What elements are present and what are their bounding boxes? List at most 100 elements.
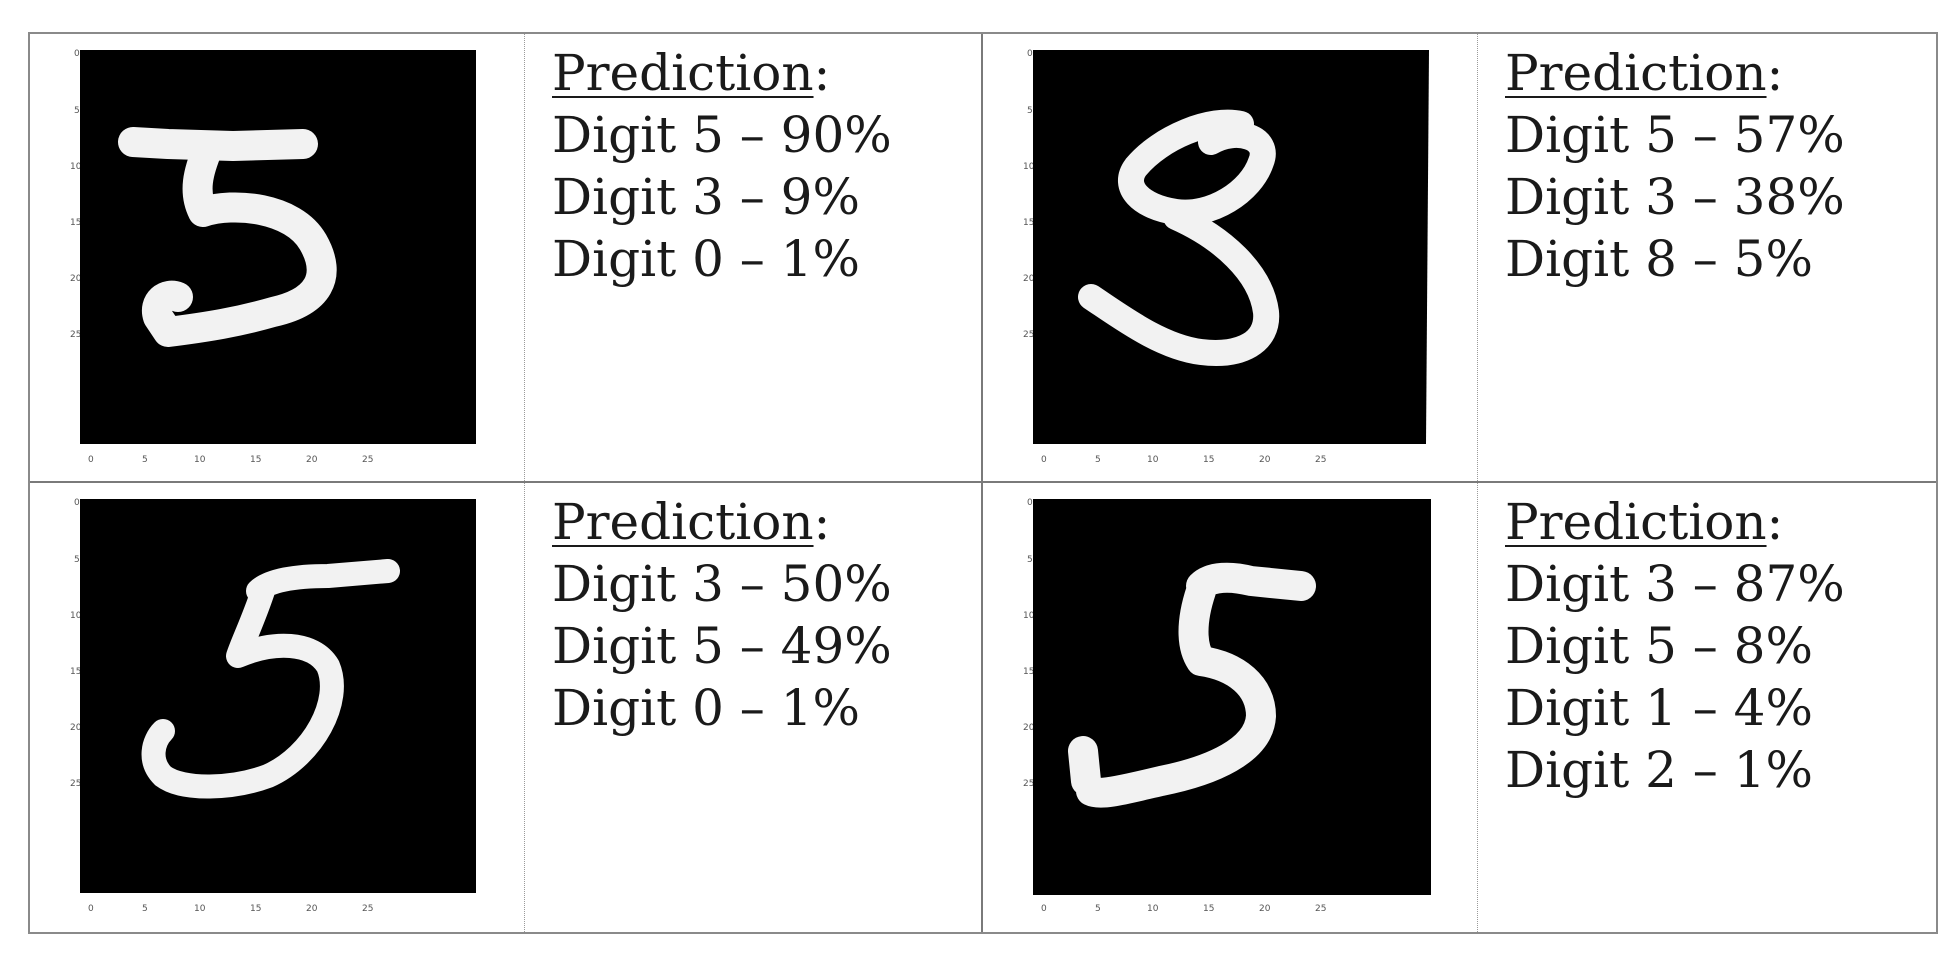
digit-image-background (80, 50, 476, 444)
x-tick-label: 5 (1095, 455, 1101, 465)
y-tick-label: 10 (70, 162, 82, 172)
x-tick-label: 25 (362, 455, 373, 465)
panel-divider (1477, 483, 1478, 932)
x-tick-label: 15 (250, 904, 261, 914)
prediction-line: Digit 8 – 5% (1505, 230, 1813, 288)
prediction-line: Digit 2 – 1% (1505, 741, 1813, 799)
x-tick-label: 20 (306, 455, 318, 465)
prediction-line: Digit 5 – 90% (552, 106, 892, 164)
y-tick-label: 0 (74, 498, 80, 508)
y-tick-label: 25 (1023, 330, 1034, 340)
prediction-heading: Prediction: (1505, 42, 1845, 104)
prediction-heading: Prediction: (552, 42, 892, 104)
prediction-panel-1: 0 5 10 15 20 25 0 5 10 15 20 25 Predicti… (30, 34, 983, 483)
y-tick-label: 15 (1023, 218, 1034, 228)
prediction-line: Digit 3 – 38% (1505, 168, 1845, 226)
x-tick-label: 5 (142, 904, 148, 914)
digit-image-svg: 0 5 10 15 20 25 0 5 10 15 20 25 (70, 498, 476, 914)
prediction-text: Prediction: Digit 5 – 90% Digit 3 – 9% D… (552, 42, 892, 290)
prediction-title: Prediction (1505, 493, 1767, 551)
x-tick-label: 0 (1041, 904, 1047, 914)
x-tick-label: 5 (1095, 904, 1101, 914)
prediction-heading: Prediction: (552, 491, 892, 553)
prediction-line: Digit 3 – 50% (552, 555, 892, 613)
x-tick-label: 10 (1147, 904, 1159, 914)
digit-image-plot: 0 5 10 15 20 25 0 5 10 15 20 25 (58, 42, 498, 472)
y-tick-label: 20 (70, 274, 82, 284)
digit-image-svg: 0 5 10 15 20 25 0 5 10 15 20 25 (1023, 498, 1431, 914)
prediction-line: Digit 3 – 9% (552, 168, 860, 226)
x-tick-label: 15 (1203, 455, 1214, 465)
prediction-colon: : (813, 44, 831, 102)
y-tick-label: 5 (74, 555, 80, 565)
x-tick-label: 25 (1315, 455, 1326, 465)
x-tick-label: 25 (362, 904, 373, 914)
y-tick-label: 5 (74, 106, 80, 116)
panel-divider (1477, 34, 1478, 481)
x-tick-label: 20 (1259, 904, 1271, 914)
handwritten-digit-stroke (1068, 562, 1316, 808)
digit-image-plot: 0 5 10 15 20 25 0 5 10 15 20 25 (1011, 42, 1451, 472)
y-tick-label: 20 (70, 723, 82, 733)
panel-divider (524, 483, 525, 932)
prediction-text: Prediction: Digit 3 – 50% Digit 5 – 49% … (552, 491, 892, 739)
x-tick-label: 0 (1041, 455, 1047, 465)
y-tick-label: 20 (1023, 274, 1035, 284)
handwritten-digit-stroke (1078, 109, 1280, 366)
x-tick-label: 10 (1147, 455, 1159, 465)
x-tick-label: 15 (1203, 904, 1214, 914)
y-tick-label: 25 (70, 330, 81, 340)
digit-image-svg: 0 5 10 15 20 25 0 5 10 15 20 25 (70, 49, 476, 465)
digit-image-background (1033, 499, 1431, 895)
y-tick-label: 15 (70, 667, 81, 677)
prediction-grid: 0 5 10 15 20 25 0 5 10 15 20 25 Predicti… (28, 32, 1938, 934)
y-tick-label: 10 (1023, 611, 1035, 621)
x-tick-label: 20 (306, 904, 318, 914)
prediction-line: Digit 0 – 1% (552, 679, 860, 737)
x-tick-label: 20 (1259, 455, 1271, 465)
prediction-line: Digit 5 – 8% (1505, 617, 1813, 675)
x-tick-label: 15 (250, 455, 261, 465)
prediction-colon: : (813, 493, 831, 551)
y-tick-label: 25 (70, 779, 81, 789)
digit-image-plot: 0 5 10 15 20 25 0 5 10 15 20 25 (58, 491, 498, 921)
y-tick-label: 15 (70, 218, 81, 228)
y-tick-label: 10 (1023, 162, 1035, 172)
y-tick-label: 5 (1027, 555, 1033, 565)
prediction-colon: : (1766, 493, 1784, 551)
x-tick-label: 0 (88, 455, 94, 465)
y-tick-label: 20 (1023, 723, 1035, 733)
panel-divider (524, 34, 525, 481)
y-tick-label: 0 (1027, 49, 1033, 59)
prediction-colon: : (1766, 44, 1784, 102)
digit-image-background (80, 499, 476, 893)
y-tick-label: 0 (74, 49, 80, 59)
digit-image-plot: 0 5 10 15 20 25 0 5 10 15 20 25 (1011, 491, 1451, 921)
handwritten-digit-stroke (141, 559, 400, 799)
y-tick-label: 5 (1027, 106, 1033, 116)
prediction-text: Prediction: Digit 5 – 57% Digit 3 – 38% … (1505, 42, 1845, 290)
x-tick-label: 25 (1315, 904, 1326, 914)
prediction-heading: Prediction: (1505, 491, 1845, 553)
prediction-panel-2: 0 5 10 15 20 25 0 5 10 15 20 25 Predicti… (983, 34, 1936, 483)
x-tick-label: 10 (194, 455, 206, 465)
prediction-panel-4: 0 5 10 15 20 25 0 5 10 15 20 25 Predicti… (983, 483, 1936, 932)
prediction-line: Digit 5 – 49% (552, 617, 892, 675)
x-tick-label: 0 (88, 904, 94, 914)
prediction-line: Digit 0 – 1% (552, 230, 860, 288)
prediction-title: Prediction (1505, 44, 1767, 102)
y-tick-label: 25 (1023, 779, 1034, 789)
prediction-line: Digit 1 – 4% (1505, 679, 1813, 737)
prediction-title: Prediction (552, 493, 814, 551)
handwritten-digit-stroke (118, 127, 337, 347)
prediction-title: Prediction (552, 44, 814, 102)
digit-image-svg: 0 5 10 15 20 25 0 5 10 15 20 25 (1023, 49, 1429, 465)
y-tick-label: 15 (1023, 667, 1034, 677)
y-tick-label: 10 (70, 611, 82, 621)
prediction-panel-3: 0 5 10 15 20 25 0 5 10 15 20 25 Predicti… (30, 483, 983, 932)
x-tick-label: 5 (142, 455, 148, 465)
x-tick-label: 10 (194, 904, 206, 914)
prediction-text: Prediction: Digit 3 – 87% Digit 5 – 8% D… (1505, 491, 1845, 801)
y-tick-label: 0 (1027, 498, 1033, 508)
prediction-line: Digit 3 – 87% (1505, 555, 1845, 613)
